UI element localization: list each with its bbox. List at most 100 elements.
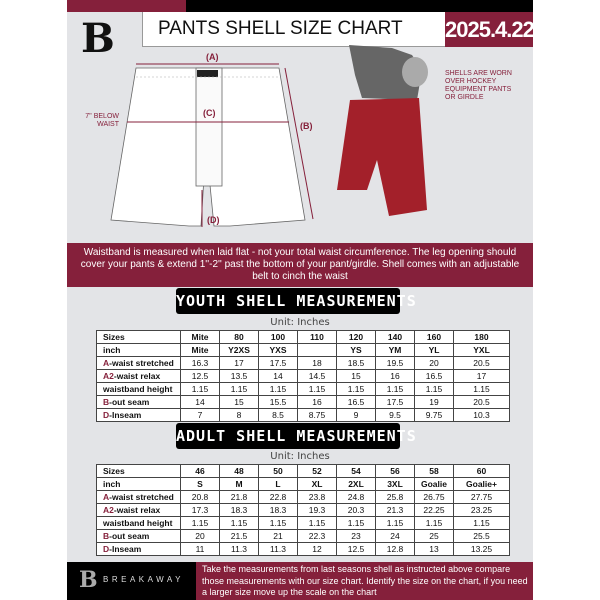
table-cell: 48: [219, 464, 259, 478]
table-cell: 16.5: [336, 395, 376, 409]
table-cell: YXL: [453, 343, 510, 357]
table-cell: 20.3: [336, 503, 376, 517]
row-label: Sizes: [96, 330, 181, 344]
table-cell: 17.5: [375, 395, 415, 409]
measure-label: -waist stretched: [109, 491, 174, 502]
table-cell: 24: [375, 529, 415, 543]
row-label: Sizes: [96, 464, 181, 478]
measure-key: A: [103, 357, 110, 368]
row-label: inch: [96, 343, 181, 357]
table-cell: 21: [258, 529, 298, 543]
measure-key: B: [103, 530, 110, 541]
table-row: inch S M L XL 2XL 3XL Goalie Goalie+: [96, 477, 510, 491]
table-cell: L: [258, 477, 298, 491]
measure-label: waistband height: [103, 383, 173, 394]
table-cell: 21.5: [219, 529, 259, 543]
table-cell: 1.15: [180, 382, 220, 396]
table-cell: 1.15: [297, 516, 337, 530]
youth-size-table: Sizes Mite 80 100 110 120 140 160 180 inch Mite Y2X…: [96, 330, 510, 422]
row-label: A2-waist relax: [96, 369, 181, 383]
table-cell: 26.75: [414, 490, 454, 504]
row-label: A-waist stretched: [96, 356, 181, 370]
table-cell: M: [219, 477, 259, 491]
row-label: A-waist stretched: [96, 490, 181, 504]
table-cell: 25.5: [453, 529, 510, 543]
table-cell: 16.3: [180, 356, 220, 370]
below-waist-note: 7'' BELOW WAIST: [85, 113, 119, 128]
table-cell: Y2XS: [219, 343, 259, 357]
table-cell: 18: [297, 356, 337, 370]
page-title: PANTS SHELL SIZE CHART: [142, 12, 455, 47]
table-cell: 20: [414, 356, 454, 370]
table-cell: 13.5: [219, 369, 259, 383]
table-cell: XL: [297, 477, 337, 491]
table-cell: 15.5: [258, 395, 298, 409]
table-cell: 19: [414, 395, 454, 409]
table-cell: 8: [219, 408, 259, 422]
table-cell: [297, 343, 337, 357]
table-cell: 60: [453, 464, 510, 478]
measure-label: -Inseam: [109, 543, 142, 554]
table-cell: 12.8: [375, 542, 415, 556]
table-cell: 100: [258, 330, 298, 344]
table-cell: 27.75: [453, 490, 510, 504]
row-label: D-Inseam: [96, 408, 181, 422]
table-row: D-Inseam 7 8 8.5 8.75 9 9.5 9.75 10.3: [96, 408, 510, 422]
table-cell: 1.15: [336, 382, 376, 396]
table-cell: YS: [336, 343, 376, 357]
table-cell: 18.3: [258, 503, 298, 517]
table-cell: YXS: [258, 343, 298, 357]
table-cell: 1.15: [414, 382, 454, 396]
table-cell: 180: [453, 330, 510, 344]
table-cell: 10.3: [453, 408, 510, 422]
table-cell: 9.75: [414, 408, 454, 422]
table-cell: 22.8: [258, 490, 298, 504]
table-cell: 12: [297, 542, 337, 556]
measure-label: Sizes: [103, 331, 125, 342]
row-label: B-out seam: [96, 395, 181, 409]
table-cell: 1.15: [180, 516, 220, 530]
footer-brand: B BREAKAWAY: [67, 562, 196, 600]
table-cell: 52: [297, 464, 337, 478]
table-cell: 11.3: [219, 542, 259, 556]
table-cell: 20: [180, 529, 220, 543]
table-cell: 25.8: [375, 490, 415, 504]
table-cell: 19.3: [297, 503, 337, 517]
table-cell: 9: [336, 408, 376, 422]
table-cell: 24.8: [336, 490, 376, 504]
measure-label: waistband height: [103, 517, 173, 528]
table-cell: 80: [219, 330, 259, 344]
table-cell: Goalie+: [453, 477, 510, 491]
measure-key: A2: [103, 370, 114, 381]
table-cell: 11.3: [258, 542, 298, 556]
row-label: D-Inseam: [96, 542, 181, 556]
top-strip-black: [186, 0, 533, 12]
footer-instructions: Take the measurements from last seasons …: [196, 562, 533, 600]
table-cell: 23.8: [297, 490, 337, 504]
table-cell: 56: [375, 464, 415, 478]
table-cell: 20.8: [180, 490, 220, 504]
label-c: (C): [203, 108, 216, 118]
size-chart-page: B PANTS SHELL SIZE CHART 2025.4.22 (A) (…: [67, 0, 533, 600]
table-cell: 19.5: [375, 356, 415, 370]
label-a: (A): [206, 52, 219, 62]
table-cell: 17: [453, 369, 510, 383]
table-cell: YL: [414, 343, 454, 357]
table-cell: 20.5: [453, 356, 510, 370]
table-row: A-waist stretched 20.8 21.8 22.8 23.8 24.8 25.…: [96, 490, 510, 504]
table-cell: 1.15: [219, 516, 259, 530]
youth-section-title: YOUTH SHELL MEASUREMENTS: [176, 288, 416, 314]
table-cell: 18.5: [336, 356, 376, 370]
table-cell: 1.15: [258, 382, 298, 396]
table-cell: Mite: [180, 343, 220, 357]
measure-label: inch: [103, 478, 121, 489]
table-cell: 58: [414, 464, 454, 478]
table-cell: 2XL: [336, 477, 376, 491]
measure-label: -out seam: [109, 396, 150, 407]
table-cell: 1.15: [453, 382, 510, 396]
table-cell: 160: [414, 330, 454, 344]
table-cell: 1.15: [453, 516, 510, 530]
table-row: Sizes 46 48 50 52 54 56 58 60: [96, 464, 510, 478]
table-cell: 12.5: [180, 369, 220, 383]
table-cell: 14: [258, 369, 298, 383]
